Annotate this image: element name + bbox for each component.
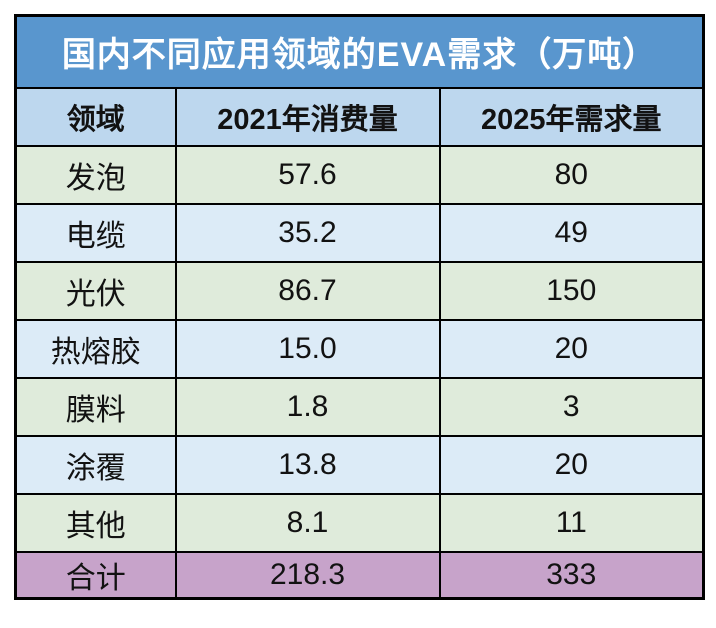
- field-cell: 热熔胶: [14, 318, 177, 379]
- total-2025-cell: 333: [438, 550, 705, 599]
- value-2021-cell: 15.0: [174, 318, 441, 379]
- value-2021-cell: 8.1: [174, 492, 441, 553]
- table-title: 国内不同应用领域的EVA需求（万吨）: [14, 14, 705, 89]
- value-2025-cell: 20: [438, 318, 705, 379]
- field-cell: 电缆: [14, 202, 177, 263]
- table-row-total: 合计 218.3 333: [14, 550, 705, 599]
- table-row-coating: 涂覆 13.8 20: [14, 434, 705, 495]
- value-2025-cell: 150: [438, 260, 705, 321]
- table-row-foaming: 发泡 57.6 80: [14, 144, 705, 205]
- value-2025-cell: 80: [438, 144, 705, 205]
- table-row-photovoltaic: 光伏 86.7 150: [14, 260, 705, 321]
- column-header-2025-demand: 2025年需求量: [438, 86, 705, 147]
- field-cell: 膜料: [14, 376, 177, 437]
- value-2025-cell: 11: [438, 492, 705, 553]
- table-row-cable: 电缆 35.2 49: [14, 202, 705, 263]
- field-cell: 光伏: [14, 260, 177, 321]
- value-2021-cell: 1.8: [174, 376, 441, 437]
- table-row-hot-melt-adhesive: 热熔胶 15.0 20: [14, 318, 705, 379]
- value-2025-cell: 49: [438, 202, 705, 263]
- total-label-cell: 合计: [14, 550, 177, 599]
- header-row: 领域 2021年消费量 2025年需求量: [14, 86, 705, 147]
- field-cell: 涂覆: [14, 434, 177, 495]
- value-2021-cell: 57.6: [174, 144, 441, 205]
- title-row: 国内不同应用领域的EVA需求（万吨）: [14, 14, 705, 89]
- value-2021-cell: 13.8: [174, 434, 441, 495]
- total-2021-cell: 218.3: [174, 550, 441, 599]
- field-cell: 其他: [14, 492, 177, 553]
- field-cell: 发泡: [14, 144, 177, 205]
- column-header-field: 领域: [14, 86, 177, 147]
- table-row-film: 膜料 1.8 3: [14, 376, 705, 437]
- eva-demand-table: 国内不同应用领域的EVA需求（万吨） 领域 2021年消费量 2025年需求量 …: [14, 14, 706, 600]
- column-header-2021-consumption: 2021年消费量: [174, 86, 441, 147]
- value-2025-cell: 3: [438, 376, 705, 437]
- table-row-others: 其他 8.1 11: [14, 492, 705, 553]
- value-2021-cell: 35.2: [174, 202, 441, 263]
- value-2025-cell: 20: [438, 434, 705, 495]
- value-2021-cell: 86.7: [174, 260, 441, 321]
